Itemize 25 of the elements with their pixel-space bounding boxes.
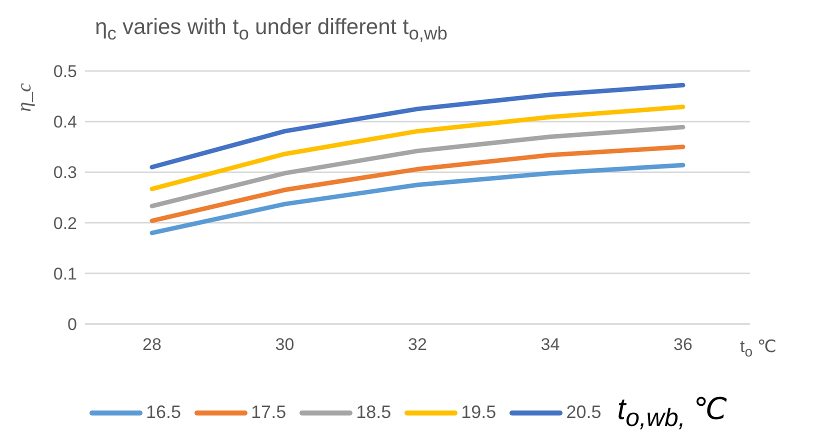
legend-label: 19.5 (461, 402, 496, 423)
chart-title: η$_{c}$ varies with t$_{o}$ under different t$_{o,wb}$ (95, 14, 448, 44)
line-series (150, 162, 686, 236)
line-series (150, 82, 686, 170)
legend-label: 20.5 (566, 402, 602, 423)
y-axis-title: η_c (14, 82, 36, 114)
x-tick-label: 34 (540, 335, 560, 354)
legend-label: 18.5 (356, 402, 392, 423)
y-tick-label: 0.5 (53, 62, 77, 82)
x-tick-label: 32 (408, 335, 427, 354)
x-tick-label: 30 (275, 335, 294, 354)
legend-label: 17.5 (251, 402, 286, 423)
x-axis-title: t$_{o}$ ℃ (740, 337, 776, 360)
x-tick-label: 36 (674, 335, 692, 354)
line-series (150, 104, 686, 192)
line-series (150, 144, 686, 224)
line-series (150, 124, 686, 208)
y-tick-label: 0.2 (53, 214, 77, 233)
y-tick-label: 0.4 (53, 112, 77, 132)
y-tick-label: 0 (68, 315, 77, 334)
legend-title: t$_{o,wb,}$ ℃ (617, 392, 728, 433)
x-tick-label: 28 (142, 335, 162, 354)
y-tick-label: 0.3 (53, 163, 77, 182)
legend-label: 16.5 (146, 402, 182, 423)
y-tick-label: 0.1 (53, 264, 77, 284)
